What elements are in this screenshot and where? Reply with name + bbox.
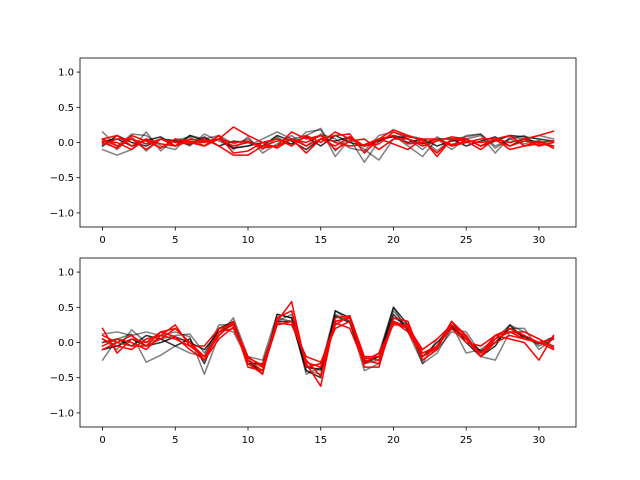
- series-line-6: [101, 317, 555, 378]
- y-tick-label: −1.0: [50, 408, 74, 419]
- x-tick-label: 20: [387, 435, 400, 446]
- y-tick-label: 1.0: [58, 68, 74, 79]
- y-tick-label: −0.5: [50, 373, 74, 384]
- x-tick-label: 10: [242, 235, 255, 246]
- x-tick-label: 15: [314, 435, 327, 446]
- x-tick-label: 30: [533, 435, 546, 446]
- series-group: [101, 126, 555, 163]
- x-tick-label: 30: [533, 235, 546, 246]
- x-tick-label: 0: [99, 435, 105, 446]
- x-tick-label: 5: [172, 235, 178, 246]
- x-tick-label: 0: [99, 235, 105, 246]
- y-tick-label: 0.0: [58, 338, 74, 349]
- series-line-8: [101, 136, 555, 156]
- series-line-9: [101, 320, 555, 366]
- y-tick-label: −1.0: [50, 208, 74, 219]
- y-tick-label: 1.0: [58, 268, 74, 279]
- series-group: [101, 300, 555, 387]
- x-tick-label: 10: [242, 435, 255, 446]
- y-tick-label: 0.5: [58, 103, 74, 114]
- x-tick-label: 5: [172, 435, 178, 446]
- x-tick-label: 25: [460, 435, 473, 446]
- x-tick-label: 15: [314, 235, 327, 246]
- x-tick-label: 20: [387, 235, 400, 246]
- series-line-7: [101, 300, 555, 368]
- top-subplot: 0 5 10 15 20 25 30 −1.0 −0.5 0.0 0.5 1.0: [50, 57, 577, 246]
- y-tick-label: −0.5: [50, 173, 74, 184]
- x-tick-label: 25: [460, 235, 473, 246]
- bottom-subplot: 0 5 10 15 20 25 30 −1.0 −0.5 0.0 0.5 1.0: [50, 257, 577, 446]
- y-tick-label: 0.0: [58, 138, 74, 149]
- y-tick-label: 0.5: [58, 303, 74, 314]
- series-line-9: [101, 134, 555, 151]
